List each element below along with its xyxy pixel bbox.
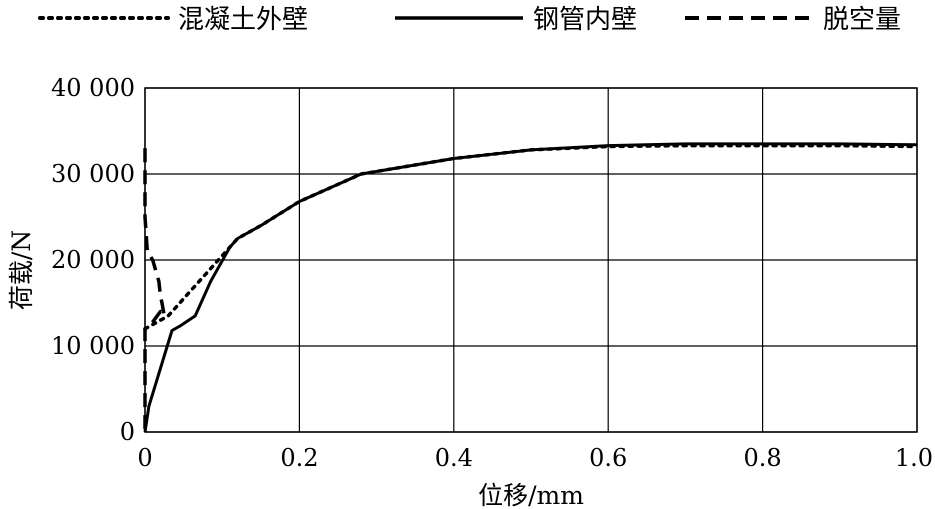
x-tick-label: 0.8 [744, 444, 782, 472]
legend-label-1: 钢管内壁 [533, 5, 637, 35]
y-tick-label: 10 000 [51, 332, 135, 360]
legend-label-0: 混凝土外壁 [178, 5, 308, 35]
y-tick-labels: 0 10 000 20 000 30 000 40 000 [51, 74, 135, 446]
x-tick-label: 0.2 [280, 444, 318, 472]
x-tick-labels: 0 0.2 0.4 0.6 0.8 1.0 [137, 444, 933, 472]
legend: 混凝土外壁 钢管内壁 脱空量 [38, 5, 901, 35]
y-axis-title: 荷载/N [7, 230, 36, 310]
series-line-1 [143, 142, 918, 433]
x-tick-label: 0 [137, 444, 152, 472]
grid [144, 87, 918, 433]
y-tick-label: 20 000 [51, 246, 135, 274]
y-tick-label: 40 000 [51, 74, 135, 102]
series-line-2 [143, 148, 167, 432]
series-line-0 [143, 143, 919, 331]
plot-frame [144, 87, 918, 433]
y-tick-label: 0 [120, 418, 135, 446]
y-tick-label: 30 000 [51, 160, 135, 188]
x-tick-label: 0.6 [589, 444, 627, 472]
x-tick-label: 0.4 [435, 444, 473, 472]
legend-label-2: 脱空量 [823, 5, 901, 35]
x-axis-title: 位移/mm [478, 481, 584, 509]
x-tick-label: 1.0 [895, 444, 933, 472]
series-layer [143, 142, 919, 433]
